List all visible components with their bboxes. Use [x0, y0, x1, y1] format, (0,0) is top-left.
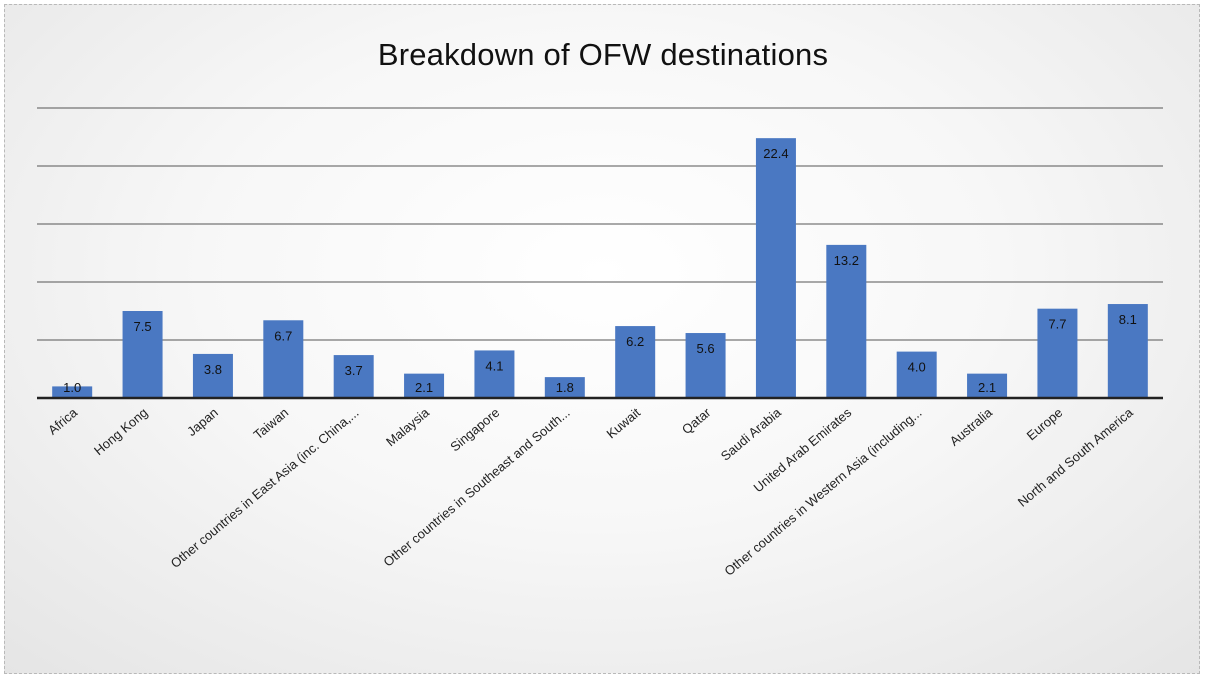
- data-label: 22.4: [763, 146, 788, 161]
- x-tick-label: Kuwait: [604, 405, 644, 442]
- x-tick-label: Taiwan: [251, 405, 292, 443]
- data-label: 3.8: [204, 362, 222, 377]
- bars: [52, 138, 1148, 398]
- bar: [1037, 308, 1078, 398]
- data-label: 1.8: [556, 380, 574, 395]
- gridlines: [37, 107, 1163, 341]
- x-tick-label: Singapore: [447, 405, 502, 455]
- data-label: 6.2: [626, 334, 644, 349]
- data-label: 1.0: [63, 380, 81, 395]
- bar: [192, 353, 233, 398]
- bar: [404, 373, 445, 398]
- bar: [755, 138, 796, 398]
- x-tick-label: Malaysia: [383, 404, 433, 449]
- x-tick-label: Africa: [45, 404, 81, 437]
- bar: [615, 326, 656, 398]
- data-label: 2.1: [978, 380, 996, 395]
- bar: [474, 350, 515, 398]
- bar-chart: 1.0 7.5 3.8 6.7 3.7 2.1 4.1 1.8 6.2 5.6 22.4 13.2 4.…: [37, 107, 1163, 579]
- bar: [52, 386, 93, 398]
- data-labels: 1.0 7.5 3.8 6.7 3.7 2.1 4.1 1.8 6.2 5.6 22.4 13.2 4.…: [63, 146, 1137, 395]
- bar: [826, 244, 867, 398]
- x-tick-label: Hong Kong: [91, 405, 150, 458]
- data-label: 7.5: [134, 319, 152, 334]
- x-tick-label: Europe: [1024, 405, 1066, 443]
- x-tick-label: North and South America: [1015, 404, 1136, 509]
- bar: [685, 333, 726, 398]
- x-tick-label: Japan: [184, 405, 221, 439]
- bar: [122, 311, 163, 398]
- bar: [967, 373, 1008, 398]
- data-label: 7.7: [1048, 317, 1066, 332]
- data-label: 13.2: [834, 253, 859, 268]
- bar: [896, 351, 937, 398]
- data-label: 4.0: [908, 360, 926, 375]
- data-label: 3.7: [345, 363, 363, 378]
- x-tick-label: Saudi Arabia: [718, 404, 785, 463]
- data-label: 4.1: [485, 358, 503, 373]
- bar: [263, 320, 304, 398]
- data-label: 2.1: [415, 380, 433, 395]
- data-label: 5.6: [697, 341, 715, 356]
- x-tick-label: Australia: [947, 404, 996, 448]
- bar: [333, 355, 374, 398]
- x-tick-label: Qatar: [679, 404, 714, 437]
- chart-title: Breakdown of OFW destinations: [377, 37, 829, 72]
- bar: [1107, 304, 1148, 398]
- bar: [544, 377, 585, 398]
- data-label: 8.1: [1119, 312, 1137, 327]
- data-label: 6.7: [274, 328, 292, 343]
- chart-frame: Breakdown of OFW destinations 1.0 7.5 3.8 6…: [4, 4, 1200, 674]
